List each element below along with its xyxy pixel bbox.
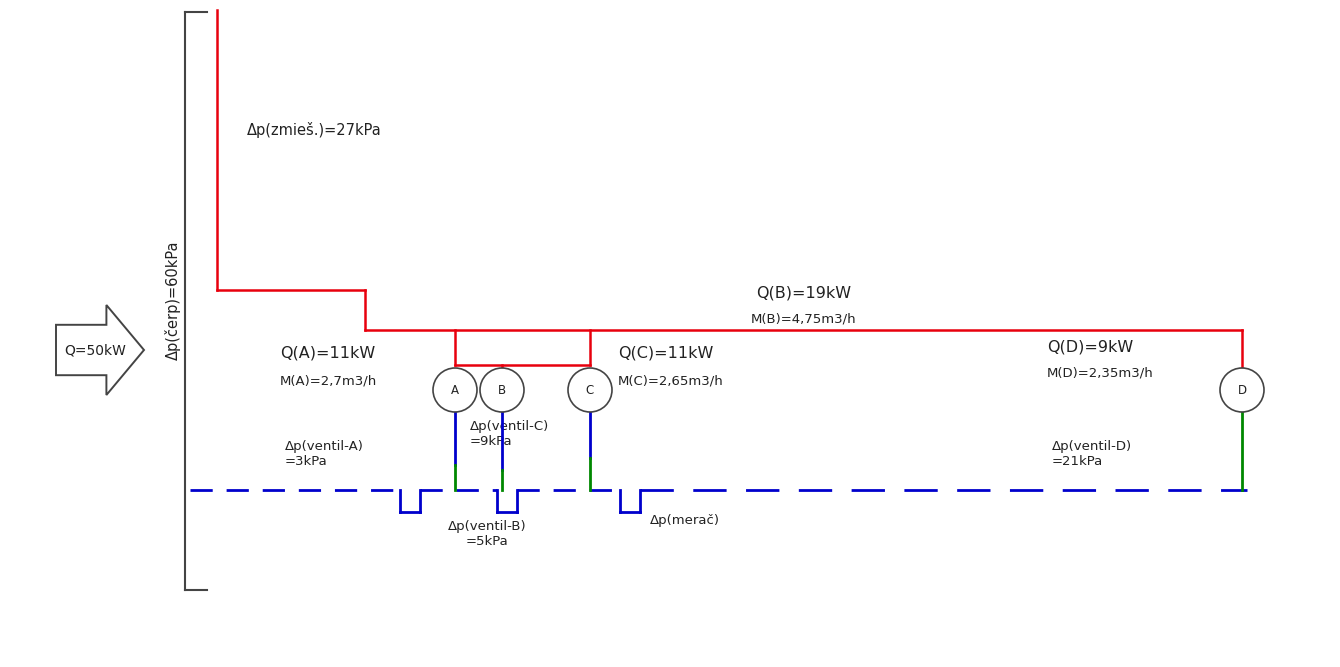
- Circle shape: [433, 368, 477, 412]
- Text: M(C)=2,65m3/h: M(C)=2,65m3/h: [618, 374, 724, 387]
- Text: B: B: [498, 384, 507, 396]
- Text: D: D: [1237, 384, 1246, 396]
- Text: M(A)=2,7m3/h: M(A)=2,7m3/h: [280, 374, 378, 387]
- Text: Δp(ventil-B)
=5kPa: Δp(ventil-B) =5kPa: [448, 520, 527, 548]
- Text: Q(A)=11kW: Q(A)=11kW: [280, 345, 375, 360]
- Text: Q(B)=19kW: Q(B)=19kW: [756, 285, 851, 300]
- Text: Δp(merač): Δp(merač): [650, 514, 720, 527]
- Circle shape: [480, 368, 524, 412]
- Text: A: A: [452, 384, 460, 396]
- Text: Q(C)=11kW: Q(C)=11kW: [618, 345, 713, 360]
- Text: M(B)=4,75m3/h: M(B)=4,75m3/h: [750, 312, 856, 325]
- Text: M(D)=2,35m3/h: M(D)=2,35m3/h: [1047, 367, 1154, 380]
- Circle shape: [568, 368, 612, 412]
- Text: C: C: [586, 384, 594, 396]
- Text: Δp(zmieš.)=27kPa: Δp(zmieš.)=27kPa: [247, 122, 382, 138]
- Text: Δp(ventil-C)
=9kPa: Δp(ventil-C) =9kPa: [470, 420, 549, 448]
- Text: Q(D)=9kW: Q(D)=9kW: [1047, 340, 1134, 355]
- Circle shape: [1219, 368, 1264, 412]
- Text: Δp(ventil-D)
=21kPa: Δp(ventil-D) =21kPa: [1052, 440, 1132, 468]
- Text: Δp(čerp)=60kPa: Δp(čerp)=60kPa: [165, 240, 181, 360]
- Text: Δp(ventil-A)
=3kPa: Δp(ventil-A) =3kPa: [285, 440, 364, 468]
- Text: Q=50kW: Q=50kW: [64, 343, 126, 357]
